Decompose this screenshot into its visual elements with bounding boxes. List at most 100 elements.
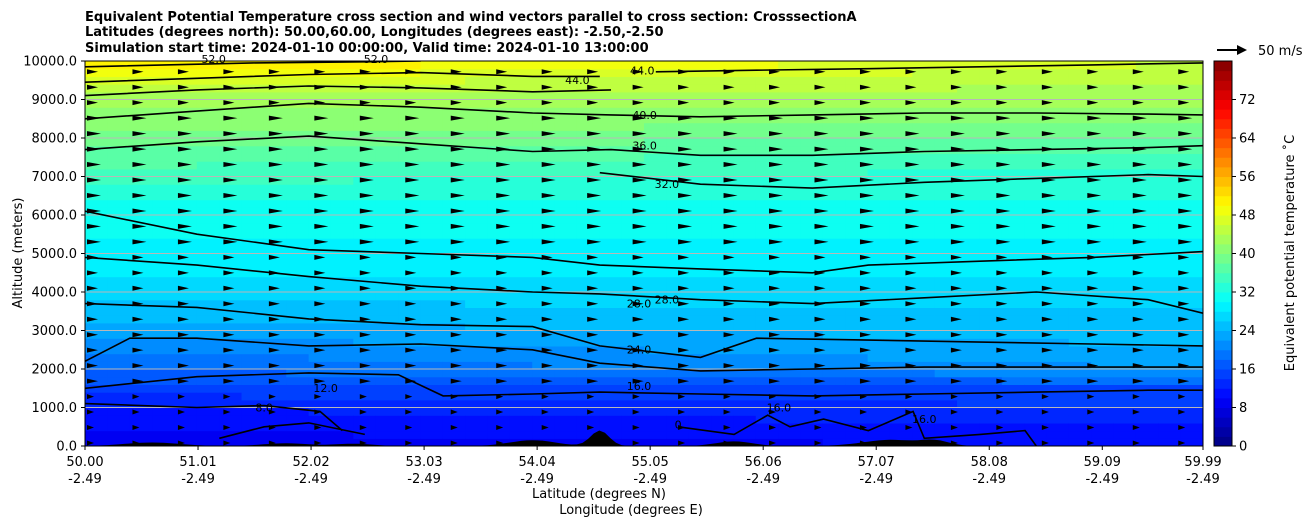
field-cell	[778, 307, 802, 316]
wind-vector	[541, 192, 556, 198]
wind-vector	[359, 239, 374, 245]
wind-vector	[132, 100, 144, 106]
field-cell	[822, 99, 846, 108]
field-cell	[308, 107, 332, 116]
field-cell	[912, 91, 936, 101]
wind-vector	[587, 146, 602, 152]
field-cell	[711, 322, 735, 332]
field-cell	[129, 99, 153, 108]
field-cell	[666, 138, 690, 147]
field-cell	[845, 84, 869, 93]
field-cell	[1001, 392, 1025, 401]
field-cell	[398, 168, 421, 178]
wind-vector	[769, 192, 784, 198]
wind-vector	[223, 409, 231, 415]
wind-vector	[1041, 208, 1056, 214]
field-cell	[867, 353, 891, 362]
field-cell	[1001, 430, 1025, 439]
wind-vector	[769, 440, 777, 446]
wind-vector	[450, 394, 458, 400]
wind-vector	[723, 378, 735, 384]
field-cell	[889, 122, 913, 131]
colorbar-tick-label: 56	[1239, 170, 1256, 185]
field-cell	[107, 422, 131, 432]
wind-vector	[541, 363, 553, 369]
field-cell	[107, 207, 131, 216]
field-cell	[800, 230, 824, 239]
field-cell	[889, 99, 913, 108]
field-cell	[196, 138, 220, 147]
field-cell	[1068, 207, 1092, 216]
wind-vector	[405, 254, 417, 260]
field-cell	[1046, 238, 1070, 247]
field-cell	[1024, 138, 1048, 147]
field-cell	[330, 299, 354, 308]
field-cell	[487, 261, 511, 270]
field-cell	[1068, 191, 1092, 201]
field-cell	[644, 61, 667, 70]
wind-vector	[1087, 69, 1099, 75]
field-cell	[241, 268, 265, 278]
field-cell	[375, 399, 399, 409]
field-cell	[800, 138, 824, 147]
field-cell	[1113, 176, 1137, 185]
field-cell	[375, 415, 399, 424]
wind-vector	[950, 223, 965, 229]
field-cell	[152, 161, 176, 170]
wind-vector	[859, 378, 871, 384]
field-cell	[196, 184, 220, 193]
field-cell	[621, 61, 645, 70]
field-cell	[85, 215, 108, 224]
contour-label: 32.0	[655, 178, 680, 191]
field-cell	[845, 153, 869, 162]
field-cell	[912, 184, 936, 193]
field-cell	[688, 322, 712, 332]
field-cell	[219, 415, 243, 424]
field-cell	[621, 153, 645, 162]
field-cell	[845, 130, 869, 139]
field-cell	[465, 322, 489, 332]
field-cell	[979, 222, 1003, 231]
field-cell	[465, 307, 489, 316]
wind-vector	[632, 131, 647, 137]
field-cell	[711, 76, 735, 85]
field-cell	[1001, 191, 1025, 201]
field-cell	[509, 415, 533, 424]
field-cell	[375, 430, 399, 439]
field-cell	[867, 199, 891, 208]
contour-label: 28.0	[655, 294, 680, 307]
field-cell	[398, 415, 421, 424]
field-cell	[263, 430, 287, 439]
field-cell	[465, 176, 489, 185]
field-cell	[554, 292, 578, 301]
field-cell	[286, 415, 310, 424]
field-cell	[308, 292, 332, 301]
field-cell	[465, 345, 489, 355]
field-cell	[733, 130, 757, 139]
field-cell	[442, 91, 466, 101]
wind-vector	[632, 239, 647, 245]
field-cell	[330, 130, 354, 139]
field-cell	[822, 199, 846, 208]
field-cell	[196, 268, 220, 278]
field-cell	[196, 330, 220, 339]
field-cell	[1001, 230, 1025, 239]
field-cell	[576, 322, 600, 332]
field-cell	[1180, 138, 1203, 147]
field-cell	[1024, 114, 1048, 124]
wind-vector	[496, 378, 508, 384]
wind-vector	[1132, 378, 1144, 384]
field-cell	[889, 292, 913, 301]
field-cell	[174, 99, 198, 108]
field-cell	[576, 184, 600, 193]
field-cell	[375, 253, 399, 262]
field-cell	[196, 145, 220, 154]
field-cell	[465, 369, 489, 378]
field-cell	[1046, 122, 1070, 131]
field-cell	[711, 207, 735, 216]
wind-vector	[950, 115, 965, 121]
field-cell	[554, 307, 578, 316]
wind-vector	[223, 192, 238, 198]
wind-vector	[996, 69, 1008, 75]
wind-vector	[177, 177, 192, 183]
